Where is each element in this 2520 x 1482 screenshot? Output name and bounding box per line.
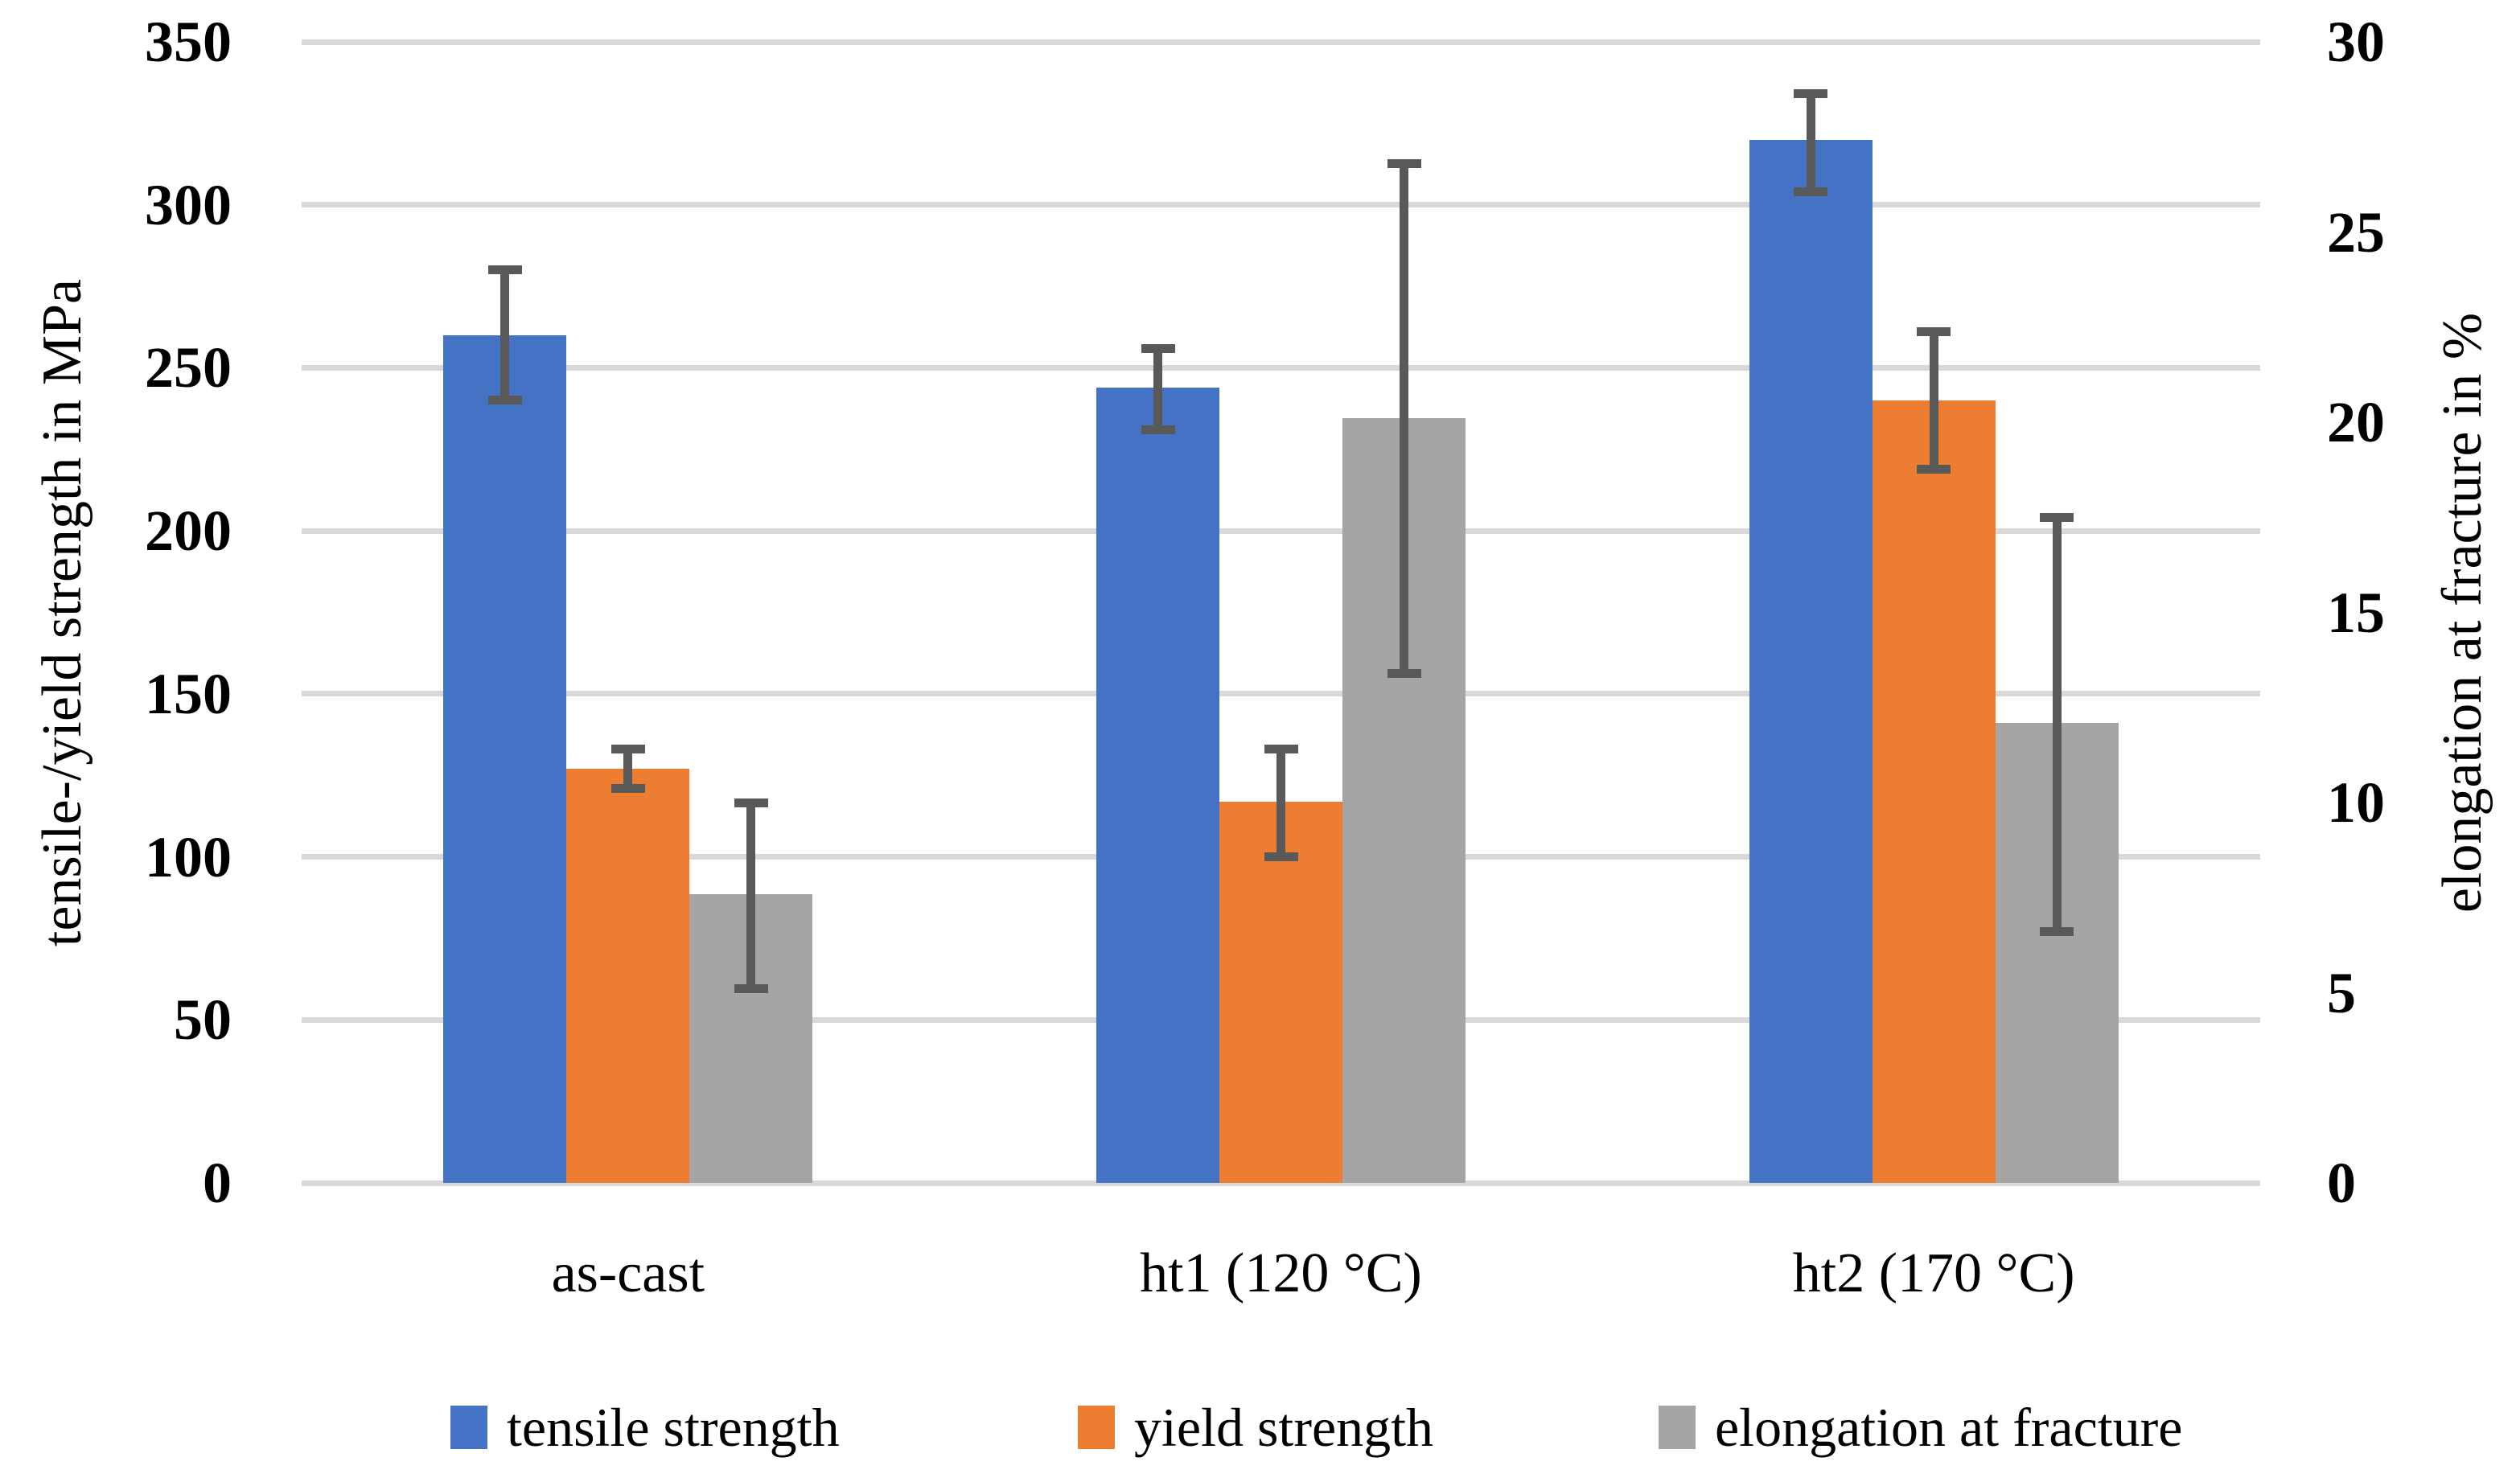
gridline bbox=[302, 202, 2260, 208]
y2-axis-tick-label: 20 bbox=[2327, 390, 2385, 454]
error-bar-cap bbox=[1794, 89, 1828, 99]
x-axis-category-label: ht1 (120 °C) bbox=[1140, 1242, 1422, 1304]
bar-yield-strength-1 bbox=[566, 769, 690, 1183]
bar-tensile-strength-2 bbox=[1096, 387, 1219, 1183]
legend-item-tensile-strength: tensile strength bbox=[450, 1393, 840, 1462]
gridline bbox=[302, 39, 2260, 45]
legend: tensile strength yield strength elongation… bbox=[0, 1393, 2520, 1462]
error-bar-line bbox=[1806, 93, 1815, 192]
y-axis-tick-label: 300 bbox=[145, 172, 232, 237]
y-axis-tick-label: 50 bbox=[174, 987, 232, 1053]
error-bar-cap bbox=[1917, 327, 1951, 337]
gridline bbox=[302, 528, 2260, 534]
error-bar-cap bbox=[734, 798, 768, 807]
y-axis-tick-label: 250 bbox=[145, 335, 232, 400]
error-bar-cap bbox=[2040, 512, 2074, 522]
legend-item-elongation-at-fracture: elongation at fracture bbox=[1659, 1393, 2183, 1462]
y-axis-tick-label: 0 bbox=[203, 1151, 232, 1215]
error-bar-cap bbox=[610, 745, 645, 754]
error-bar-line bbox=[623, 749, 633, 789]
legend-label: elongation at fracture bbox=[1715, 1397, 2183, 1458]
error-bar-cap bbox=[734, 984, 768, 994]
error-bar-cap bbox=[2040, 927, 2074, 937]
gridline bbox=[302, 364, 2260, 371]
legend-label: tensile strength bbox=[507, 1397, 840, 1458]
x-axis-category-label: as-cast bbox=[551, 1242, 705, 1304]
error-bar-line bbox=[1400, 163, 1408, 674]
legend-swatch-icon bbox=[1078, 1406, 1115, 1449]
bar-tensile-strength-1 bbox=[443, 335, 567, 1183]
error-bar-cap bbox=[1917, 464, 1951, 474]
error-bar-cap bbox=[487, 265, 522, 275]
error-bar-line bbox=[1153, 348, 1162, 430]
x-axis-category-label: ht2 (170 °C) bbox=[1792, 1242, 2075, 1304]
error-bar-cap bbox=[610, 783, 645, 793]
error-bar-cap bbox=[1794, 187, 1828, 196]
y-axis-tick-label: 150 bbox=[145, 661, 232, 726]
legend-label: yield strength bbox=[1134, 1397, 1434, 1458]
legend-swatch-icon bbox=[1659, 1406, 1696, 1449]
error-bar-line bbox=[746, 803, 756, 989]
error-bar-line bbox=[1276, 749, 1285, 857]
error-bar-line bbox=[500, 269, 510, 400]
error-bar-cap bbox=[1264, 745, 1298, 754]
y2-axis-tick-label: 10 bbox=[2327, 770, 2385, 835]
bar-yield-strength-3 bbox=[1872, 400, 1996, 1183]
bar-tensile-strength-3 bbox=[1749, 139, 1873, 1183]
error-bar-line bbox=[2052, 517, 2062, 932]
y2-axis-tick-label: 30 bbox=[2327, 10, 2385, 74]
error-bar-cap bbox=[487, 396, 522, 405]
error-bar-cap bbox=[1387, 668, 1421, 678]
gridline bbox=[302, 691, 2260, 697]
y2-axis-tick-label: 5 bbox=[2327, 960, 2356, 1025]
y2-axis-tick-label: 25 bbox=[2327, 199, 2385, 265]
legend-item-yield-strength: yield strength bbox=[1078, 1393, 1433, 1462]
error-bar-cap bbox=[1141, 343, 1175, 353]
y-axis-tick-label: 200 bbox=[145, 499, 232, 564]
gridline bbox=[302, 1180, 2260, 1186]
y2-axis-tick-label: 15 bbox=[2327, 580, 2385, 645]
error-bar-line bbox=[1929, 331, 1938, 470]
y-axis-tick-label: 350 bbox=[145, 10, 232, 74]
y2-axis-tick-label: 0 bbox=[2327, 1151, 2356, 1215]
error-bar-cap bbox=[1387, 158, 1421, 168]
error-bar-cap bbox=[1264, 852, 1298, 862]
error-bar-cap bbox=[1141, 425, 1175, 434]
y-axis-tick-label: 100 bbox=[145, 824, 232, 889]
legend-swatch-icon bbox=[450, 1406, 487, 1449]
bar-yield-strength-2 bbox=[1219, 801, 1342, 1183]
